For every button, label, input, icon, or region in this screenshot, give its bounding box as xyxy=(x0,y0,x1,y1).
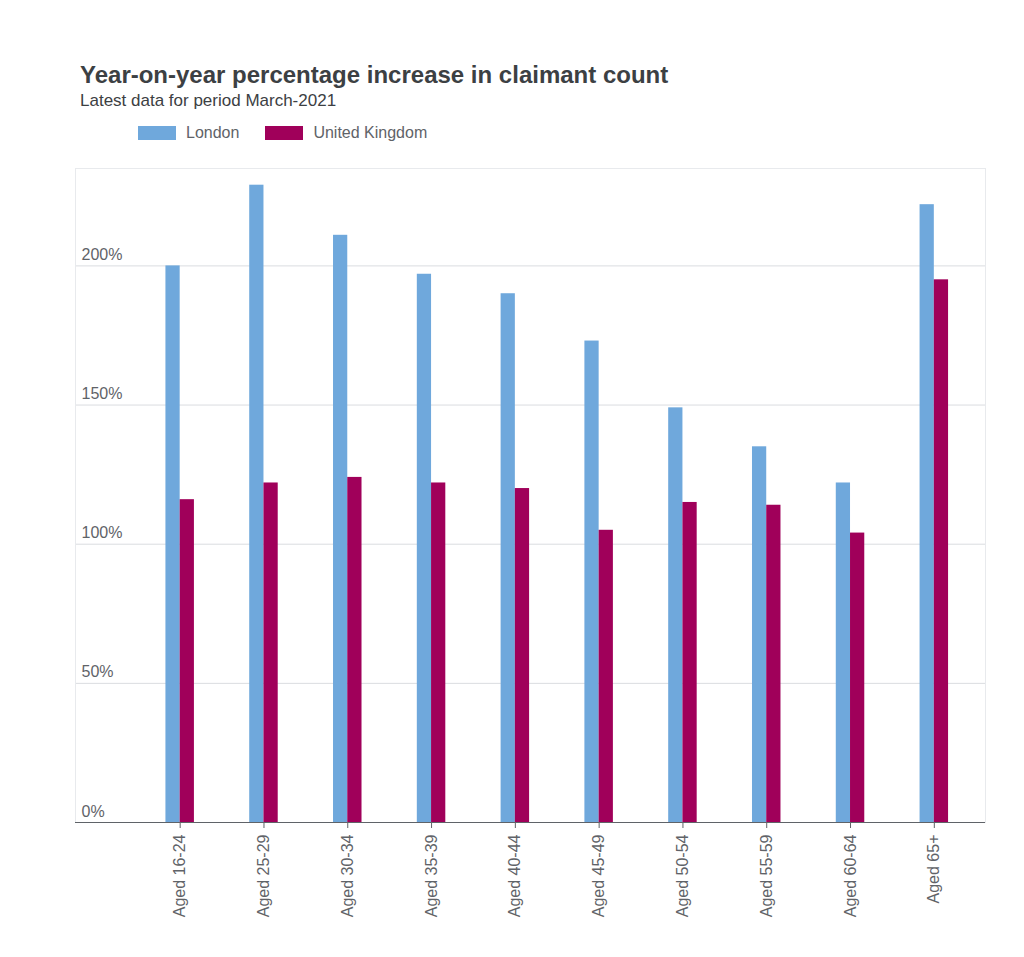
html-text:Year-on-year percentage increa: Year-on-year percentage increase in clai… xyxy=(80,61,669,88)
svg-text:Aged 50-54: Aged 50-54 xyxy=(674,834,691,917)
html-text:London: London xyxy=(186,124,240,141)
svg-text:Aged 40-44: Aged 40-44 xyxy=(506,834,523,917)
svg-text:50%: 50% xyxy=(82,663,114,680)
svg-text:Aged 16-24: Aged 16-24 xyxy=(171,834,188,917)
svg-text:Aged 60-64: Aged 60-64 xyxy=(842,834,859,917)
svg-text:150%: 150% xyxy=(82,385,123,402)
svg-text:0%: 0% xyxy=(82,803,105,820)
html-text:Latest data for period March-2: Latest data for period March-2021 xyxy=(80,91,337,110)
html-text:United Kingdom: United Kingdom xyxy=(313,124,428,141)
svg-text:Aged 30-34: Aged 30-34 xyxy=(339,834,356,917)
svg-text:Aged 65+: Aged 65+ xyxy=(925,835,942,904)
svg-text:200%: 200% xyxy=(82,246,123,263)
svg-text:Aged 55-59: Aged 55-59 xyxy=(758,834,775,917)
svg-text:100%: 100% xyxy=(82,524,123,541)
svg-text:Aged 35-39: Aged 35-39 xyxy=(423,834,440,917)
svg-text:Aged 25-29: Aged 25-29 xyxy=(255,834,272,917)
svg-text:Aged 45-49: Aged 45-49 xyxy=(590,834,607,917)
